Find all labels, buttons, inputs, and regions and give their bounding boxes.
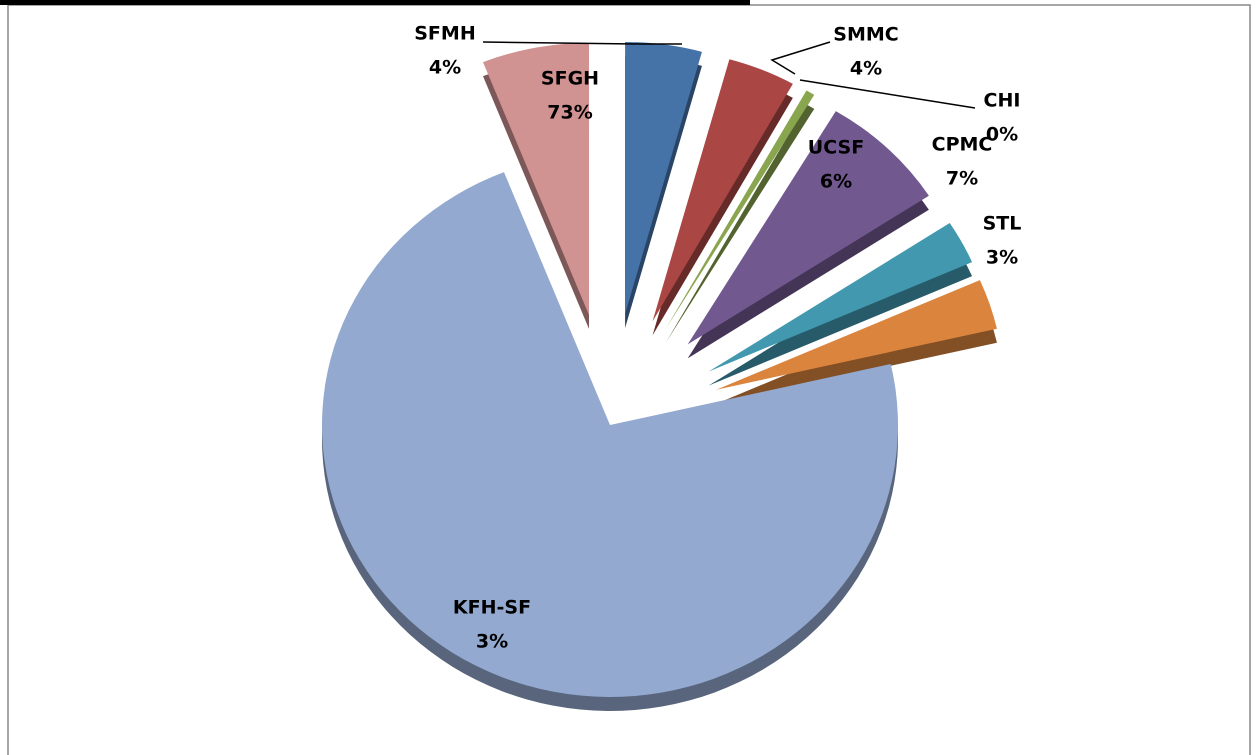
slice (322, 172, 898, 697)
slice-label: SFMH (414, 23, 475, 45)
slice (716, 280, 997, 390)
slice-label: KFH-SF (453, 597, 531, 619)
slice-label: CPMC (932, 134, 993, 156)
slice-value-label: 3% (476, 631, 508, 653)
slice-value-label: 7% (946, 168, 978, 190)
slice (666, 90, 815, 329)
slice (652, 59, 793, 322)
slice-label: STL (983, 213, 1022, 235)
slice-value-label: 4% (850, 58, 882, 80)
slice-value-label: 73% (547, 102, 592, 124)
slice-label: UCSF (808, 137, 864, 159)
slice (687, 111, 929, 345)
slice-side (666, 104, 815, 343)
slice-value-label: 6% (820, 171, 852, 193)
slice-label: SMMC (833, 24, 898, 46)
top-bar (0, 0, 750, 5)
slice-label: CHI (984, 90, 1021, 112)
slice-value-label: 4% (429, 57, 461, 79)
slice (708, 223, 973, 372)
slice (482, 42, 590, 315)
slice-value-label: 0% (986, 124, 1018, 146)
slice (625, 42, 702, 315)
leader-lines (482, 41, 976, 109)
slice-label: SFGH (541, 68, 599, 90)
slice-value-label: 3% (986, 247, 1018, 269)
